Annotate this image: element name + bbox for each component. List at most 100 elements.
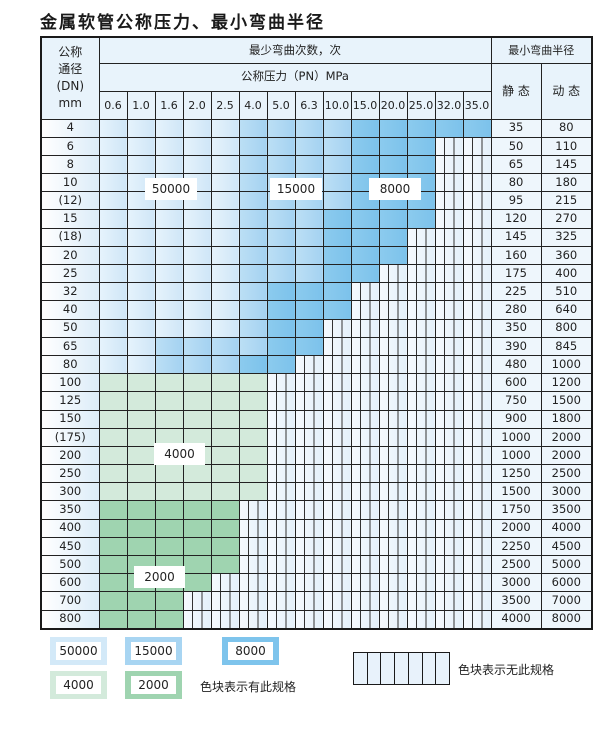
- spec-cell-50000: [182, 263, 212, 284]
- dn-header-line: mm: [58, 96, 82, 111]
- no-spec-cell: [378, 464, 408, 484]
- no-spec-cell: [322, 536, 352, 557]
- dynamic-radius-cell: 3000: [540, 482, 593, 502]
- table-row: 4 35 80: [40, 118, 593, 138]
- no-spec-cell: [462, 591, 492, 611]
- spec-cell-2000: [126, 536, 156, 557]
- spec-cell-4000: [238, 427, 268, 447]
- dynamic-radius-cell: 400: [540, 263, 593, 284]
- no-spec-cell: [266, 591, 296, 611]
- spec-cell-15000: [266, 154, 296, 175]
- spec-cell-50000: [210, 245, 240, 266]
- no-spec-cell: [238, 591, 268, 611]
- spec-cell-50000: [210, 300, 240, 320]
- spec-cell-50000: [210, 154, 240, 175]
- no-spec-cell: [378, 536, 408, 557]
- spec-cell-15000: [210, 354, 240, 375]
- spec-cell-15000: [210, 336, 240, 356]
- table-row: 25 175 400: [40, 263, 593, 284]
- static-radius-cell: 750: [490, 391, 542, 411]
- spec-cell-4000: [98, 445, 128, 466]
- spec-cell-4000: [182, 409, 212, 429]
- no-spec-cell: [266, 409, 296, 429]
- pressure-col-header: 6.3: [294, 90, 324, 120]
- spec-cell-4000: [238, 373, 268, 393]
- dn-cell: 15: [40, 209, 100, 229]
- static-radius-cell: 225: [490, 282, 542, 302]
- legend-no-spec-swatch: [353, 652, 450, 685]
- spec-cell-15000: [238, 227, 268, 247]
- no-spec-cell: [434, 354, 464, 375]
- no-spec-cell: [406, 409, 436, 429]
- spec-cell-8000: [378, 209, 408, 229]
- no-spec-cell: [294, 373, 324, 393]
- spec-cell-4000: [98, 427, 128, 447]
- no-spec-cell: [462, 263, 492, 284]
- no-spec-cell: [182, 609, 212, 630]
- spec-cell-8000: [350, 154, 380, 175]
- spec-cell-50000: [98, 300, 128, 320]
- dn-cell: 8: [40, 154, 100, 175]
- spec-cell-4000: [182, 464, 212, 484]
- spec-cell-15000: [322, 191, 352, 211]
- no-spec-cell: [462, 391, 492, 411]
- no-spec-cell: [182, 591, 212, 611]
- dn-cell: 350: [40, 500, 100, 520]
- no-spec-cell: [266, 464, 296, 484]
- spec-cell-4000: [238, 482, 268, 502]
- spec-cell-2000: [182, 500, 212, 520]
- table-row: (18) 145 325: [40, 227, 593, 247]
- spec-cell-50000: [210, 191, 240, 211]
- no-spec-cell: [406, 354, 436, 375]
- pressure-col-header: 15.0: [350, 90, 380, 120]
- spec-table: 公称 通径 (DN) mm 最少弯曲次数，次 最小弯曲半径 公称压力（PN）MP…: [40, 36, 594, 630]
- no-spec-cell: [238, 554, 268, 575]
- no-spec-cell: [294, 591, 324, 611]
- table-row: 50 350 800: [40, 318, 593, 338]
- no-spec-cell: [462, 300, 492, 320]
- spec-cell-8000: [266, 336, 296, 356]
- spec-cell-15000: [266, 118, 296, 138]
- spec-cell-4000: [238, 464, 268, 484]
- static-radius-cell: 80: [490, 173, 542, 193]
- spec-cell-50000: [98, 227, 128, 247]
- no-spec-cell: [378, 573, 408, 593]
- dn-cell: 400: [40, 518, 100, 538]
- no-spec-cell: [406, 445, 436, 466]
- dn-header: 公称 通径 (DN) mm: [40, 36, 100, 120]
- spec-cell-2000: [98, 518, 128, 538]
- spec-cell-2000: [98, 591, 128, 611]
- spec-cell-4000: [126, 445, 156, 466]
- spec-cell-15000: [238, 318, 268, 338]
- legend-label: 4000: [56, 676, 101, 694]
- no-spec-cell: [378, 609, 408, 630]
- spec-cell-15000: [182, 336, 212, 356]
- static-radius-cell: 350: [490, 318, 542, 338]
- no-spec-cell: [322, 427, 352, 447]
- no-spec-cell: [462, 136, 492, 156]
- spec-cell-50000: [98, 336, 128, 356]
- no-spec-cell: [294, 536, 324, 557]
- spec-cell-50000: [98, 354, 128, 375]
- spec-cell-2000: [182, 554, 212, 575]
- dynamic-header: 动 态: [540, 62, 593, 120]
- no-spec-cell: [434, 391, 464, 411]
- no-spec-cell: [434, 500, 464, 520]
- no-spec-cell: [434, 263, 464, 284]
- spec-cell-50000: [98, 245, 128, 266]
- no-spec-cell: [294, 391, 324, 411]
- spec-cell-4000: [210, 464, 240, 484]
- dynamic-radius-cell: 1200: [540, 373, 593, 393]
- spec-cell-15000: [266, 227, 296, 247]
- spec-cell-2000: [98, 500, 128, 520]
- spec-cell-15000: [322, 173, 352, 193]
- dn-cell: 65: [40, 336, 100, 356]
- zone-label-50000: 50000: [145, 178, 197, 200]
- spec-cell-50000: [98, 318, 128, 338]
- spec-cell-8000: [378, 227, 408, 247]
- static-radius-cell: 2500: [490, 554, 542, 575]
- spec-cell-8000: [294, 282, 324, 302]
- dn-cell: 300: [40, 482, 100, 502]
- static-radius-cell: 160: [490, 245, 542, 266]
- no-spec-cell: [462, 573, 492, 593]
